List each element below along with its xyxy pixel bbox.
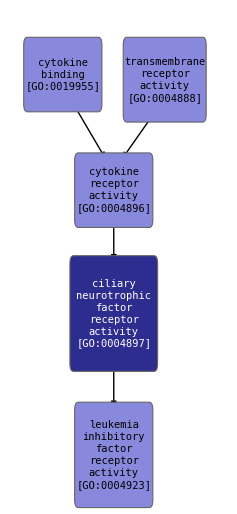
FancyBboxPatch shape — [24, 38, 102, 112]
Text: ciliary
neurotrophic
factor
receptor
activity
[GO:0004897]: ciliary neurotrophic factor receptor act… — [76, 279, 151, 348]
Text: transmembrane
receptor
activity
[GO:0004888]: transmembrane receptor activity [GO:0004… — [124, 57, 205, 103]
FancyBboxPatch shape — [70, 256, 158, 371]
Text: cytokine
binding
[GO:0019955]: cytokine binding [GO:0019955] — [25, 58, 100, 91]
Text: leukemia
inhibitory
factor
receptor
activity
[GO:0004923]: leukemia inhibitory factor receptor acti… — [76, 420, 151, 490]
Text: cytokine
receptor
activity
[GO:0004896]: cytokine receptor activity [GO:0004896] — [76, 167, 151, 213]
FancyBboxPatch shape — [75, 153, 153, 227]
FancyBboxPatch shape — [123, 38, 206, 122]
FancyBboxPatch shape — [75, 402, 153, 508]
